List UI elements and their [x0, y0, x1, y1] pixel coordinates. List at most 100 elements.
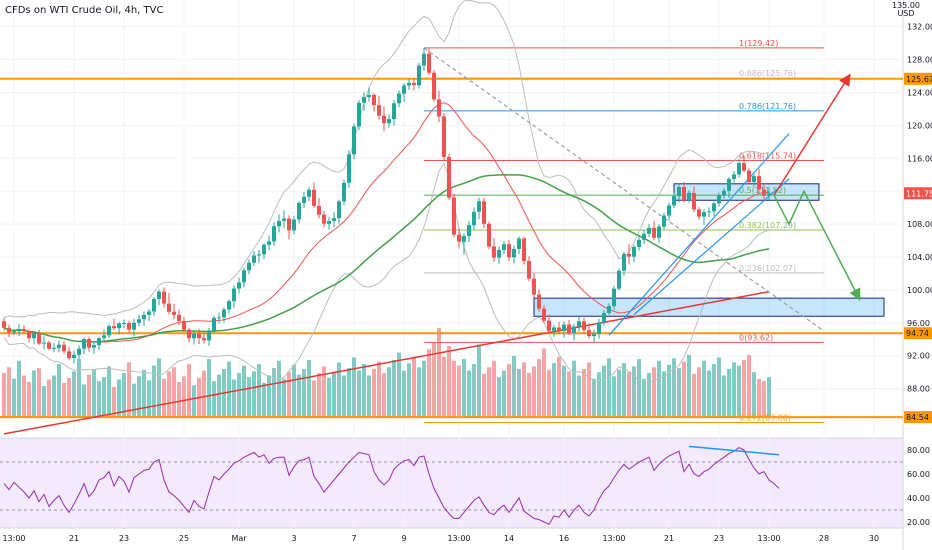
- volume-bar: [282, 378, 286, 418]
- candle-body: [307, 189, 311, 197]
- volume-bar: [372, 368, 376, 418]
- candle-body: [727, 178, 731, 191]
- volume-bar: [247, 377, 251, 418]
- candle-body: [397, 93, 401, 104]
- candle-body: [252, 255, 256, 263]
- candle-body: [672, 196, 676, 206]
- volume-bar: [397, 352, 401, 418]
- volume-bar: [457, 365, 461, 418]
- volume-bar: [687, 355, 691, 418]
- volume-bar: [572, 360, 576, 418]
- candle-body: [692, 192, 696, 210]
- price-tag-label: 125.67: [906, 75, 932, 84]
- price-tick-label: 108.00: [907, 220, 932, 229]
- candle-body: [127, 322, 131, 330]
- volume-bar: [417, 367, 421, 418]
- candle-body: [182, 320, 186, 330]
- volume-bar: [162, 378, 166, 418]
- price-tick-label: 88.00: [907, 385, 930, 394]
- volume-bar: [722, 375, 726, 418]
- candle-body: [237, 282, 241, 289]
- candle-body: [532, 278, 536, 295]
- candle-body: [517, 238, 521, 249]
- volume-bar: [422, 360, 426, 418]
- volume-bar: [617, 369, 621, 418]
- candle-body: [297, 202, 301, 220]
- volume-bar: [147, 380, 151, 418]
- time-tick-label: 13:00: [2, 534, 25, 543]
- fib-level-label: 0(93.62): [739, 333, 773, 342]
- volume-bar: [302, 368, 306, 418]
- candle-body: [682, 187, 686, 201]
- volume-bar: [622, 363, 626, 418]
- candle-body: [737, 163, 741, 175]
- volume-bar: [492, 360, 496, 418]
- volume-bar: [627, 372, 631, 418]
- candle-body: [267, 241, 271, 245]
- time-tick-label: 13:00: [757, 534, 780, 543]
- volume-bar: [477, 344, 481, 418]
- volume-bar: [12, 378, 16, 418]
- volume-bar: [442, 356, 446, 418]
- volume-bar: [212, 381, 216, 418]
- candle-body: [627, 253, 631, 257]
- volume-bar: [547, 369, 551, 418]
- time-tick-label: 21: [664, 534, 674, 543]
- volume-bar: [377, 361, 381, 418]
- volume-bar: [427, 349, 431, 418]
- candle-body: [67, 351, 71, 359]
- volume-bar: [672, 358, 676, 418]
- volume-bar: [727, 368, 731, 418]
- price-tag-label: 94.74: [906, 329, 929, 338]
- projection-arrow: [773, 73, 851, 196]
- volume-bar: [347, 368, 351, 418]
- volume-bar: [752, 372, 756, 418]
- candle-body: [507, 244, 511, 258]
- candle-body: [607, 306, 611, 314]
- candle-body: [177, 314, 181, 321]
- volume-bar: [502, 370, 506, 418]
- volume-bar: [2, 373, 6, 418]
- volume-bar: [332, 371, 336, 418]
- candle-body: [322, 214, 326, 224]
- price-tick-label: 124.00: [907, 88, 932, 97]
- candle-body: [12, 331, 16, 333]
- candle-body: [642, 233, 646, 240]
- candle-body: [522, 238, 526, 261]
- candle-body: [677, 187, 681, 197]
- volume-bar: [412, 356, 416, 418]
- candle-body: [342, 182, 346, 202]
- time-tick-label: Mar: [231, 534, 247, 543]
- candle-body: [637, 239, 641, 247]
- candle-body: [187, 329, 191, 339]
- candle-body: [52, 347, 56, 349]
- candle-body: [132, 322, 136, 330]
- time-tick-label: 3: [291, 534, 296, 543]
- volume-bar: [482, 373, 486, 418]
- candle-body: [652, 227, 656, 238]
- volume-bar: [267, 375, 271, 418]
- candle-body: [62, 344, 66, 352]
- volume-bar: [57, 364, 61, 418]
- candle-body: [417, 65, 421, 86]
- price-axis-currency: 135.00 USD: [892, 2, 920, 18]
- candle-body: [357, 102, 361, 127]
- candle-body: [377, 105, 381, 116]
- volume-bar: [237, 373, 241, 418]
- volume-bar: [682, 361, 686, 418]
- volume-bar: [767, 377, 771, 418]
- volume-bar: [387, 367, 391, 418]
- fib-level-label: 0.886(125.76): [739, 69, 796, 78]
- candle-body: [572, 326, 576, 334]
- candle-body: [602, 313, 606, 323]
- candle-body: [552, 327, 556, 331]
- candle-body: [362, 97, 366, 103]
- volume-bar: [242, 365, 246, 418]
- candle-body: [57, 344, 61, 348]
- time-tick-label: 13:00: [602, 534, 625, 543]
- candle-body: [492, 246, 496, 258]
- candle-body: [302, 196, 306, 203]
- volume-bar: [702, 360, 706, 418]
- candle-body: [457, 234, 461, 242]
